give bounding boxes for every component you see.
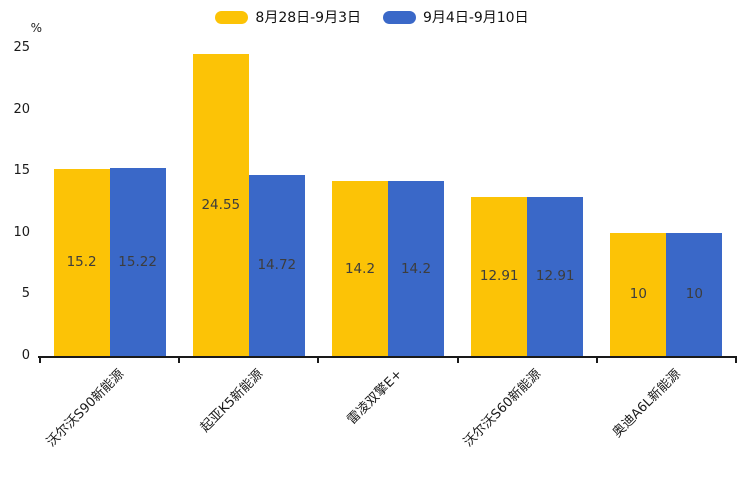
legend-swatch-yellow (215, 10, 249, 24)
x-axis-tick (735, 358, 737, 363)
legend-label-week2: 9月4日-9月10日 (423, 10, 529, 26)
bar-value-label: 10 (629, 286, 647, 303)
y-tick-label: 5 (21, 286, 30, 302)
x-category-label: 沃尔沃S90新能源 (43, 366, 128, 451)
x-category-label: 雷凌双擎E+ (344, 366, 406, 428)
bar-series2-雷凌双擎E+ (388, 181, 444, 356)
bar-value-label: 12.91 (479, 268, 519, 285)
x-category-label: 奥迪A6L新能源 (610, 366, 684, 441)
y-tick-label: 0 (21, 348, 30, 363)
bar-value-label: 24.55 (201, 196, 241, 213)
bar-series2-沃尔沃S90新能源 (109, 168, 166, 356)
bar-value-label: 14.72 (257, 257, 297, 274)
x-axis-tick (595, 358, 598, 363)
bar-value-label: 15.22 (118, 254, 157, 271)
bar-series2-沃尔沃S60新能源 (527, 196, 584, 356)
legend-item-week2: 9月4日-9月10日 (383, 7, 529, 27)
bar-value-label: 12.91 (535, 268, 575, 285)
x-axis-tick (317, 358, 320, 363)
bar-series1-沃尔沃S60新能源 (471, 196, 528, 356)
y-axis-unit-label: % (30, 21, 42, 35)
x-category-label: 沃尔沃S60新能源 (461, 366, 545, 451)
y-tick-label: 20 (13, 101, 30, 117)
bar-series1-起亚K5新能源 (192, 53, 249, 356)
bar-series2-奥迪A6L新能源 (666, 232, 723, 356)
bar-series1-雷凌双擎E+ (332, 181, 388, 356)
y-tick-label: 25 (13, 40, 30, 55)
legend-item-week1: 8月28日-9月3日 (215, 7, 361, 27)
bar-value-label: 14.2 (400, 260, 432, 277)
x-category-label: 起亚K5新能源 (197, 366, 267, 436)
x-axis-tick (39, 358, 41, 363)
bar-value-label: 10 (685, 286, 703, 303)
bar-value-label: 14.2 (344, 260, 376, 277)
bar-series1-沃尔沃S90新能源 (53, 168, 110, 356)
legend-swatch-blue (383, 10, 416, 24)
legend-label-week1: 8月28日-9月3日 (255, 10, 361, 26)
y-tick-label: 15 (13, 163, 30, 179)
x-axis-tick (456, 358, 459, 363)
y-tick-label: 10 (13, 224, 30, 240)
chart-legend: 8月28日-9月3日 9月4日-9月10日 (0, 7, 744, 27)
bar-value-label: 15.2 (66, 254, 97, 271)
bar-series2-起亚K5新能源 (248, 174, 305, 356)
x-axis-line (38, 356, 737, 358)
bar-series1-奥迪A6L新能源 (610, 232, 667, 356)
x-axis-tick (178, 358, 181, 363)
